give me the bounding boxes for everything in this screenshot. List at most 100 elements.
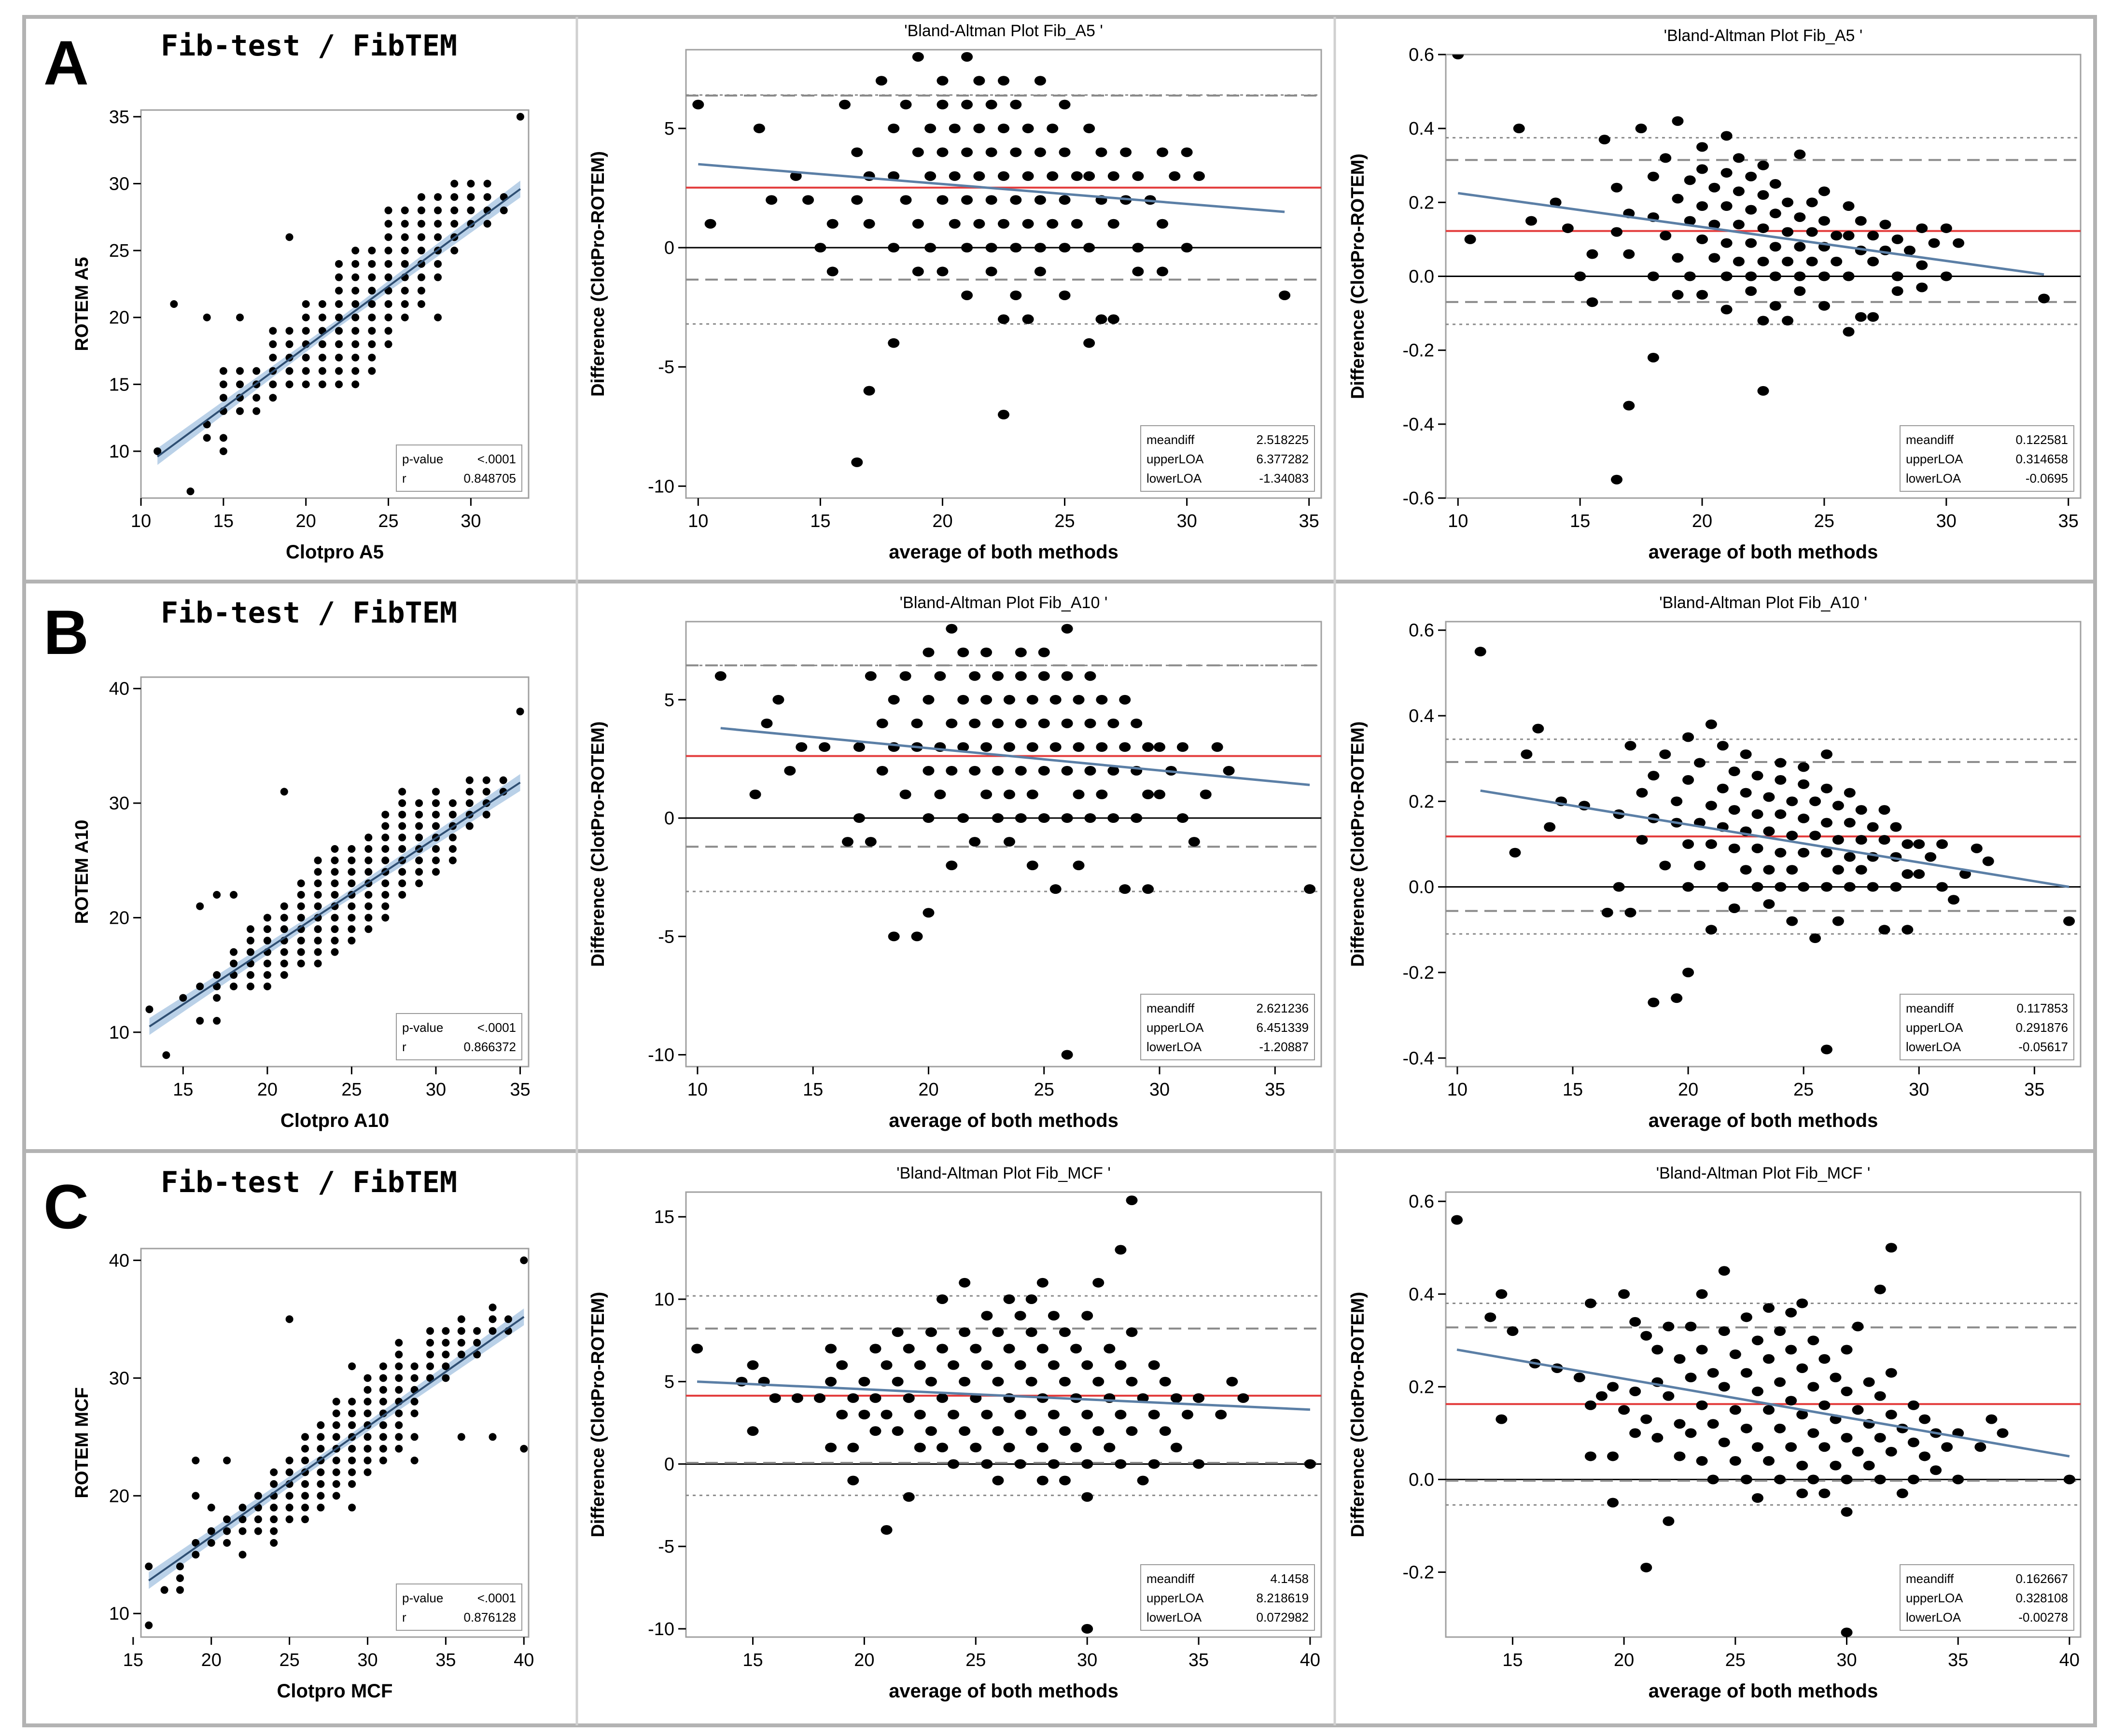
data-point	[1751, 771, 1763, 781]
data-point	[1636, 788, 1648, 798]
data-point	[961, 243, 973, 253]
data-point	[1073, 694, 1085, 705]
data-point	[1611, 227, 1623, 237]
data-point	[1916, 223, 1928, 233]
data-point	[1806, 256, 1818, 266]
data-point	[1740, 1474, 1752, 1485]
data-point	[1532, 723, 1544, 734]
data-point	[863, 219, 875, 229]
data-point	[335, 340, 343, 348]
data-point	[1061, 765, 1073, 776]
data-point	[1059, 1327, 1071, 1337]
data-point	[179, 994, 187, 1002]
data-point	[1081, 1624, 1093, 1634]
data-point	[1607, 1382, 1619, 1392]
data-point	[465, 799, 474, 807]
y-axis-label: Difference (ClotPro-ROTEM)	[588, 722, 608, 967]
data-point	[351, 367, 360, 375]
data-point	[1832, 835, 1844, 845]
y-axis-label: Difference (ClotPro-ROTEM)	[588, 151, 608, 397]
y-tick-label: 0.0	[1409, 877, 1434, 898]
data-point	[1696, 1456, 1708, 1466]
data-point	[317, 1503, 325, 1512]
data-point	[246, 971, 254, 979]
data-point	[332, 1433, 340, 1441]
stat-label: meandiff	[1906, 432, 1954, 447]
data-point	[899, 790, 911, 800]
data-point	[766, 195, 778, 205]
data-point	[348, 845, 356, 853]
data-point	[1782, 316, 1794, 326]
data-point	[1685, 1428, 1697, 1438]
data-point	[426, 1339, 434, 1347]
data-point	[499, 788, 507, 796]
data-point	[1844, 818, 1856, 828]
data-point	[772, 694, 784, 705]
stat-label: r	[402, 1610, 406, 1625]
data-point	[937, 99, 949, 110]
stat-value: 0.876128	[464, 1610, 516, 1625]
data-point	[1663, 1516, 1675, 1526]
data-point	[1188, 837, 1200, 847]
data-point	[753, 124, 765, 134]
data-point	[379, 1433, 387, 1441]
data-point	[426, 1327, 434, 1335]
data-point	[1663, 1391, 1675, 1401]
data-point	[1613, 882, 1625, 892]
data-point	[1985, 1414, 1998, 1424]
data-point	[1142, 742, 1154, 752]
data-point	[790, 171, 802, 181]
data-point	[432, 868, 440, 876]
data-point	[364, 902, 373, 910]
data-point	[432, 799, 440, 807]
y-tick-label: -0.2	[1403, 341, 1434, 361]
data-point	[302, 367, 310, 375]
data-point	[869, 1426, 881, 1436]
data-point	[379, 1457, 387, 1465]
data-point	[1953, 238, 1965, 248]
data-point	[1636, 835, 1648, 845]
data-point	[1821, 818, 1832, 828]
data-point	[1896, 1488, 1908, 1499]
data-point	[1618, 1405, 1630, 1415]
data-point	[1115, 1459, 1127, 1469]
x-tick-label: 20	[918, 1080, 938, 1100]
data-point	[301, 1503, 309, 1512]
data-point	[1867, 231, 1879, 241]
data-point	[1107, 219, 1119, 229]
data-point	[796, 742, 808, 752]
data-point	[1786, 831, 1798, 841]
data-point	[998, 219, 1009, 229]
data-point	[332, 1468, 340, 1476]
regression-line	[1480, 789, 2069, 889]
data-point	[219, 380, 227, 389]
data-point	[415, 833, 423, 842]
data-point	[1092, 1426, 1104, 1436]
data-point	[1818, 186, 1830, 196]
data-point	[410, 1409, 419, 1417]
data-point	[992, 1426, 1004, 1436]
data-point	[1785, 1396, 1797, 1406]
data-point	[297, 902, 305, 910]
data-point	[1855, 216, 1867, 226]
data-point	[1640, 1414, 1652, 1424]
data-point	[1751, 1386, 1763, 1396]
data-point	[379, 1421, 387, 1429]
data-point	[892, 1327, 904, 1337]
data-point	[318, 380, 326, 389]
data-point	[969, 671, 981, 681]
data-point	[401, 313, 409, 321]
data-point	[1200, 790, 1212, 800]
data-point	[1913, 839, 1925, 849]
data-point	[434, 220, 442, 228]
data-point	[961, 195, 973, 205]
data-point	[417, 233, 425, 241]
y-tick-label: 30	[109, 174, 129, 194]
data-point	[1863, 1460, 1875, 1471]
data-point	[1003, 694, 1015, 705]
data-point	[1855, 865, 1867, 875]
data-point	[802, 195, 814, 205]
data-point	[1119, 742, 1131, 752]
y-tick-label: 20	[109, 308, 129, 328]
data-point	[892, 1376, 904, 1387]
